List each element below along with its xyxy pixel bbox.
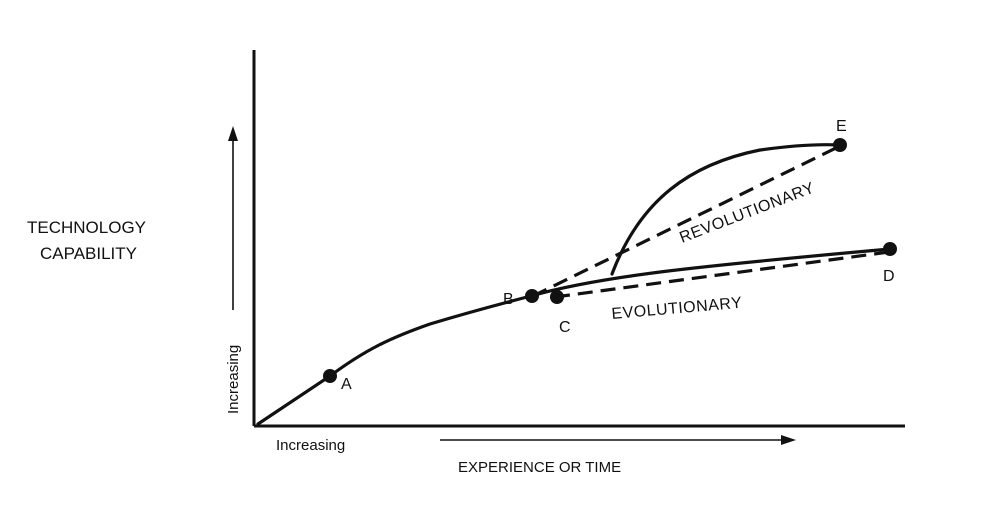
y-axis-title-line2: CAPABILITY [40,244,137,263]
y-increasing-arrow [228,126,238,310]
y-axis-title-line1: TECHNOLOGY [27,218,146,237]
point-c-marker [550,290,564,304]
arrow-up-icon [228,126,238,141]
point-a-marker [323,369,337,383]
point-c-label: C [559,319,571,336]
revolutionary-solid-curve [610,143,842,276]
point-b-label: B [503,291,514,308]
point-a-label: A [341,376,352,393]
point-e-marker [833,138,847,152]
point-d-label: D [883,268,895,285]
x-axis-title: EXPERIENCE OR TIME [458,459,621,476]
y-axis-increasing-label: Increasing [225,345,242,414]
x-increasing-arrow [440,435,796,445]
point-d-marker [883,242,897,256]
evolutionary-solid-curve [529,247,892,298]
evolutionary-dashed-line [554,250,890,299]
revolutionary-dashed-line [532,145,839,298]
x-axis-increasing-label: Increasing [276,437,345,454]
base-growth-curve [256,294,533,426]
evolutionary-label: EVOLUTIONARY [611,295,743,323]
arrow-right-icon [781,435,796,445]
point-b-marker [525,289,539,303]
point-e-label: E [836,118,847,135]
